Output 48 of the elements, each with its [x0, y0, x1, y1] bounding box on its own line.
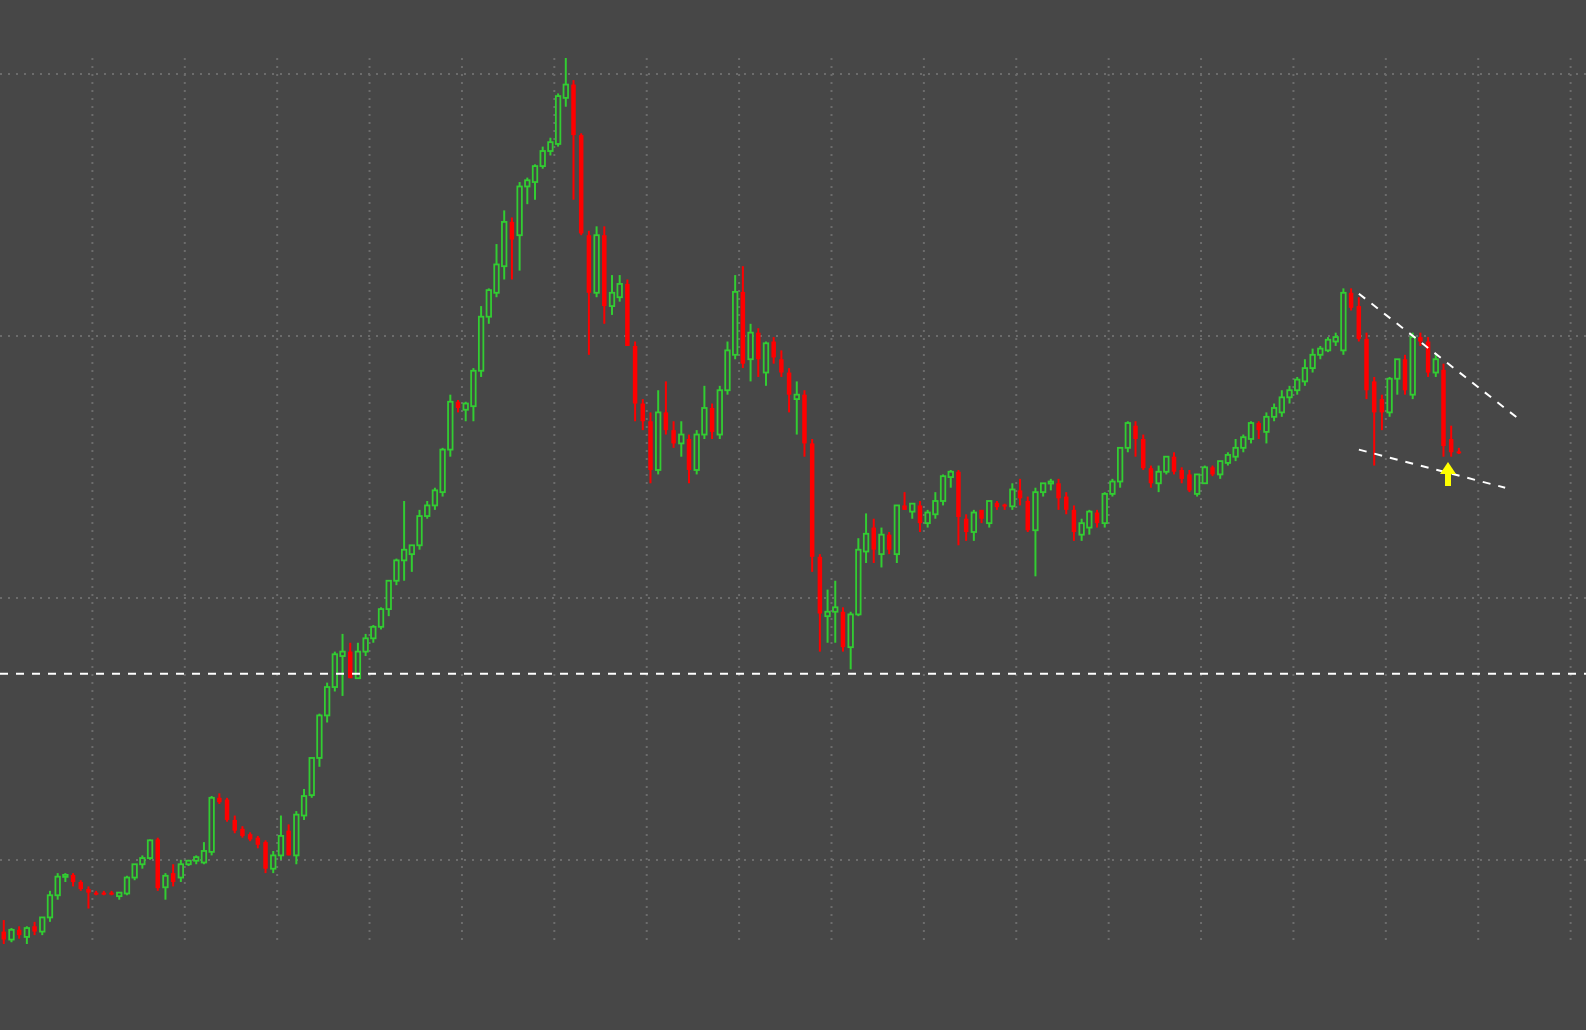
- candlestick: [146, 838, 154, 861]
- candlestick: [339, 632, 346, 697]
- candlestick: [1193, 473, 1201, 498]
- candlestick: [878, 526, 885, 569]
- candlestick: [86, 885, 91, 910]
- candlestick: [747, 322, 754, 383]
- candlestick: [177, 858, 184, 883]
- candlestick: [354, 641, 362, 680]
- candlestick: [1232, 437, 1239, 463]
- candlestick: [771, 336, 776, 365]
- candlestick: [970, 508, 977, 542]
- candlestick: [1025, 495, 1030, 534]
- candlestick: [608, 274, 616, 316]
- candlestick: [1009, 482, 1016, 511]
- candlestick: [956, 468, 961, 547]
- candlestick: [1133, 420, 1138, 458]
- candlestick: [1278, 389, 1285, 418]
- candlestick: [1032, 486, 1039, 578]
- candlestick: [162, 872, 169, 901]
- candlestick: [554, 92, 562, 148]
- candlestick: [793, 380, 800, 436]
- candlestick: [939, 473, 947, 507]
- candlestick: [1432, 353, 1439, 378]
- candlestick: [832, 579, 839, 644]
- candlestick: [170, 863, 176, 888]
- candlestick: [286, 823, 291, 857]
- candlestick: [1078, 517, 1085, 542]
- candlestick: [762, 340, 770, 387]
- candlestick: [416, 508, 423, 551]
- candlestick: [986, 500, 993, 529]
- candlestick: [1155, 464, 1162, 494]
- candlestick: [1056, 477, 1061, 511]
- candlestick: [678, 420, 685, 458]
- candlestick: [1301, 358, 1309, 387]
- candlestick: [917, 500, 923, 534]
- candlestick: [824, 588, 831, 644]
- candlestick: [509, 216, 515, 281]
- candlestick: [756, 327, 761, 378]
- candlestick: [1263, 411, 1270, 445]
- candlestick: [671, 420, 676, 449]
- candlestick: [663, 380, 669, 436]
- candlestick: [1187, 468, 1192, 494]
- candlestick: [779, 349, 784, 378]
- candlestick: [1086, 508, 1093, 536]
- candlestick: [1247, 420, 1255, 445]
- candlestick: [400, 500, 408, 582]
- candlestick: [616, 274, 623, 303]
- candlestick: [263, 839, 268, 875]
